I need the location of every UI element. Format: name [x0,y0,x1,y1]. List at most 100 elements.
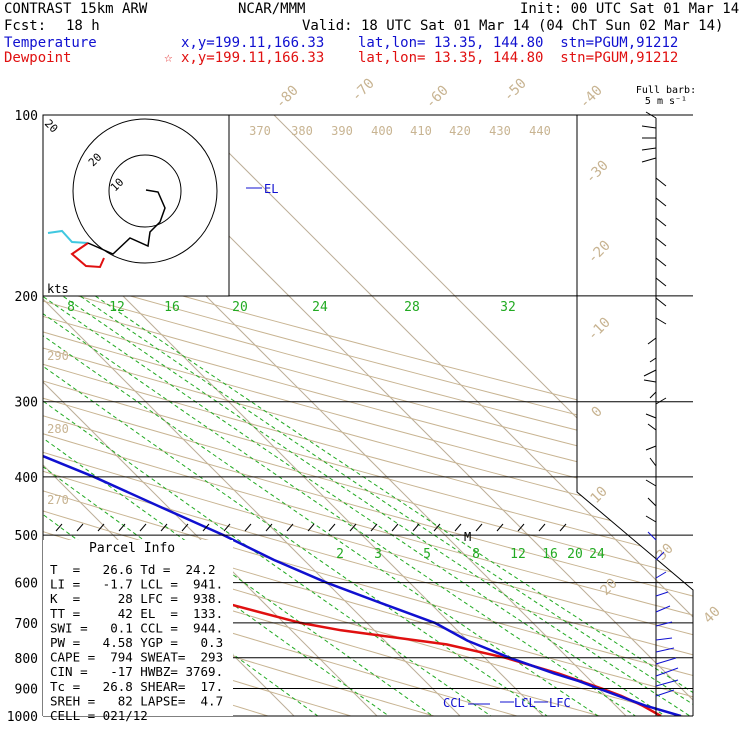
wind-barb [655,237,667,247]
mixing-ratio-label: 16 [542,547,558,562]
wind-barb [647,423,657,431]
wind-barb [655,689,675,697]
dry-adiabat-line [43,115,693,716]
pressure-label: 600 [15,577,38,592]
dry-adiabat-line [43,115,693,716]
mixing-ratio-label: 8 [472,547,480,562]
mixing-ratio-label: 12 [109,300,125,315]
hatch-mark [223,523,231,532]
dry-adiabat-line [43,115,693,716]
isotherm-line [43,115,391,716]
wind-barb [641,125,657,129]
temperature-tick-label: -60 [423,83,452,112]
lfc-marker-label: LFC [549,696,571,710]
hatch-mark [349,523,357,532]
wind-barb [655,679,679,687]
dry-adiabat-line [43,115,693,716]
hatch-mark [118,523,126,532]
wind-barb [655,647,675,653]
hodograph-frame [42,114,230,297]
temperature-tick-label: -20 [585,238,614,267]
mixing-ratio-label: 2 [336,547,344,562]
temperature-tick-label: -10 [585,315,614,344]
init-time: Init: 00 UTC Sat 01 Mar 14 [520,1,740,17]
hatch-mark [76,523,84,532]
forecast-hour: 18 h [66,18,100,34]
mixing-ratio-label: 20 [232,300,248,315]
wind-barb [655,177,667,187]
wind-barb [655,571,667,579]
isotherm-line [43,115,474,716]
wind-barb [641,147,657,151]
temperature-tick-label: -30 [583,158,612,187]
parcel-info-row: Tc = 26.8 SHEAR= 17. [50,679,223,694]
mixing-ratio-label: 12 [510,547,526,562]
wind-barb [655,621,673,627]
hatch-mark [391,523,399,532]
wind-barb [645,479,657,487]
mixing-ratio-label: 5 [423,547,431,562]
hatch-mark [244,523,252,532]
pressure-label: 500 [15,529,38,544]
lcl-marker-label: LCL [514,696,536,710]
hatch-mark [286,523,294,532]
wind-barb [655,667,679,677]
dry-adiabat-line [43,115,479,716]
wind-barb [655,217,667,227]
hatch-mark [370,523,378,532]
hatch-mark [181,523,189,532]
mixing-ratio-label: 24 [312,300,328,315]
parcel-info-row: T = 26.6 Td = 24.2 [50,562,216,577]
wind-barb [655,297,667,307]
hatch-mark [160,523,168,532]
wind-barb [655,317,667,325]
dewpoint-header-row: Dewpoint ☆ x,y=199.11,166.33 lat,lon= 13… [4,50,679,66]
mixing-ratio-label: 24 [589,547,605,562]
dry-adiabat-line [43,115,693,716]
wind-barb [649,457,657,467]
theta-label: 280 [47,422,69,436]
melting-level-marker: M [464,530,471,544]
pressure-label: 100 [15,109,38,124]
mixing-ratio-label: 20 [567,547,583,562]
hodograph-trace-low [47,229,89,244]
wind-barb [645,111,657,119]
parcel-info-box [43,540,233,716]
wind-barb [645,413,657,419]
organization: NCAR/MMM [238,1,306,17]
hatch-mark [328,523,336,532]
wind-barb [655,277,667,287]
theta-label: 270 [47,493,69,507]
wind-barb [643,379,657,383]
hodograph-trace-upper [87,189,166,255]
hodograph-ring-outer [72,118,218,264]
parcel-info-row: PW = 4.58 YGP = 0.3 [50,635,223,650]
hodograph-units: kts [47,282,69,296]
el-marker-label: EL [264,182,278,196]
wind-barb [647,497,657,507]
mixing-ratio-label: 28 [404,300,420,315]
parcel-info-row: CAPE = 794 SWEAT= 293 [50,650,223,665]
hatch-mark [538,523,546,532]
hatch-mark [139,523,147,532]
wind-barb [647,337,657,345]
isotherm-line [273,115,693,716]
theta-label: 420 [449,124,471,138]
dry-adiabat-line [43,115,563,716]
model-name: CONTRAST 15km ARW [4,1,148,17]
theta-label: 290 [47,349,69,363]
dry-adiabat-line [43,115,395,716]
dry-adiabat-line [43,115,693,716]
wind-barb [647,531,657,541]
theta-label: 440 [529,124,551,138]
theta-label: 380 [291,124,313,138]
hatch-mark [475,523,483,532]
parcel-info-row: CIN = -17 HWBZ= 3769. [50,664,223,679]
dry-adiabat-line [43,115,693,716]
parcel-info-row: SREH = 82 LAPSE= 4.7 [50,693,223,708]
hatch-mark [496,523,504,532]
dry-adiabat-line [43,115,693,716]
temperature-header-row: Temperature x,y=199.11,166.33 lat,lon= 1… [4,35,679,51]
wind-legend-line1: Full barb: [636,85,696,96]
